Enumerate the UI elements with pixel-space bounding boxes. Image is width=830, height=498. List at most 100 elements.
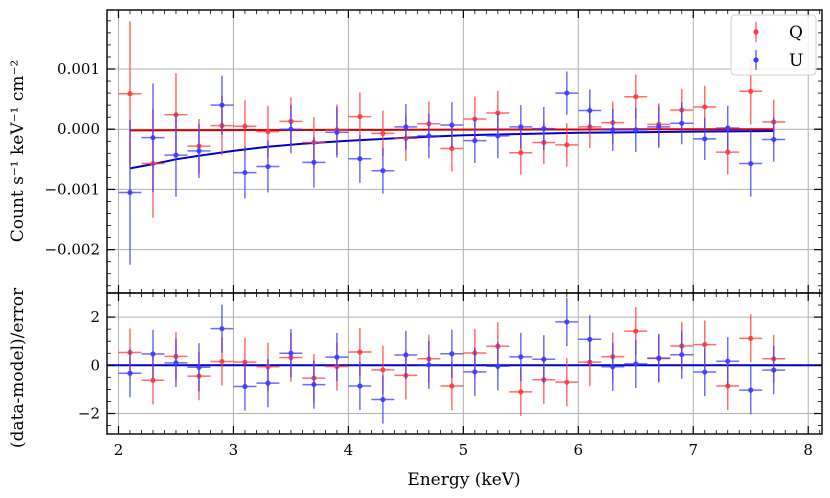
- q-marker-0: [127, 91, 133, 97]
- u-marker-15: [472, 138, 478, 144]
- resid-u-point-10: [348, 361, 372, 411]
- u-point-13: [417, 113, 441, 159]
- u-marker-4: [219, 102, 225, 108]
- resid-u-point-24: [670, 330, 694, 379]
- resid-u-marker-11: [380, 396, 386, 403]
- top-y-tick-label-3: 0.001: [57, 60, 100, 78]
- resid-u-point-18: [532, 335, 556, 384]
- q-marker-17: [518, 150, 524, 156]
- q-marker-11: [380, 130, 386, 137]
- u-marker-25: [702, 136, 708, 142]
- resid-u-marker-9: [334, 354, 340, 360]
- u-marker-22: [633, 127, 639, 133]
- u-marker-10: [357, 156, 363, 162]
- u-point-21: [601, 108, 625, 151]
- q-marker-16: [495, 110, 501, 116]
- resid-u-point-2: [164, 338, 188, 387]
- top-models: [129, 128, 774, 170]
- u-point-10: [348, 134, 372, 183]
- top-grid: [107, 10, 822, 293]
- resid-q-point-10: [348, 327, 372, 377]
- resid-q-marker-22: [633, 328, 639, 334]
- top-y-tick-label-1: −0.001: [44, 180, 100, 198]
- resid-u-point-22: [624, 339, 648, 388]
- u-marker-14: [449, 122, 455, 128]
- bot-x-tick-label-1: 3: [229, 441, 239, 459]
- bottom-panel: 2 3 4 5 6 7 8 −2 0 2 (data-model)/error Energy (k…: [8, 287, 823, 490]
- q-marker-19: [564, 142, 570, 148]
- resid-u-marker-22: [633, 361, 639, 367]
- resid-u-point-15: [463, 347, 487, 396]
- resid-u-marker-19: [564, 319, 570, 325]
- resid-u-marker-13: [426, 362, 432, 368]
- u-marker-0: [127, 189, 133, 196]
- u-marker-12: [403, 124, 409, 130]
- bot-y-tick-label-2: 2: [90, 308, 100, 326]
- u-marker-8: [311, 159, 317, 165]
- resid-u-marker-10: [357, 383, 363, 389]
- bot-x-tick-label-4: 6: [574, 441, 584, 459]
- resid-u-point-16: [486, 342, 510, 391]
- resid-u-point-13: [417, 340, 441, 389]
- resid-u-marker-26: [725, 358, 731, 364]
- resid-q-marker-5: [242, 359, 248, 365]
- legend: QU: [730, 14, 817, 76]
- legend-box: [730, 14, 817, 76]
- bot-y-tick-label-1: 0: [90, 356, 100, 374]
- resid-q-marker-4: [219, 358, 225, 365]
- top-y-tick-label-0: −0.002: [44, 241, 100, 259]
- q-point-19: [555, 123, 579, 167]
- top-y-axis-label: Count s⁻¹ keV⁻¹ cm⁻²: [8, 60, 28, 243]
- u-marker-13: [426, 133, 432, 139]
- u-point-16: [486, 113, 510, 159]
- u-point-5: [233, 146, 257, 199]
- bot-x-tick-label-0: 2: [114, 441, 124, 459]
- resid-u-marker-25: [702, 369, 708, 375]
- resid-q-marker-14: [449, 383, 455, 389]
- u-point-11: [371, 147, 395, 194]
- resid-u-marker-12: [403, 352, 409, 358]
- model-curve-0: [129, 128, 774, 132]
- u-point-20: [578, 89, 602, 132]
- resid-u-point-28: [762, 346, 786, 395]
- u-point-2: [164, 113, 188, 197]
- u-point-23: [647, 105, 671, 148]
- u-marker-2: [173, 152, 179, 158]
- u-marker-18: [541, 126, 547, 132]
- u-point-26: [716, 105, 740, 151]
- resid-u-marker-20: [587, 336, 593, 342]
- bot-x-tick-label-2: 4: [344, 441, 354, 459]
- u-marker-17: [518, 124, 524, 130]
- legend-u: U: [753, 50, 803, 71]
- u-point-15: [463, 118, 487, 163]
- resid-u-marker-16: [495, 363, 501, 369]
- resid-q-marker-19: [564, 379, 570, 385]
- bottom-axes: 2 3 4 5 6 7 8 −2 0 2: [78, 292, 823, 459]
- resid-u-marker-8: [311, 381, 317, 388]
- q-marker-5: [242, 123, 248, 129]
- resid-u-marker-3: [196, 364, 202, 370]
- u-marker-5: [242, 169, 248, 176]
- resid-u-point-3: [187, 343, 211, 392]
- top-frame: [106, 9, 823, 294]
- legend-q-marker: [753, 29, 759, 35]
- model-curve-1: [129, 130, 774, 170]
- u-point-17: [509, 105, 533, 149]
- bottom-points: [118, 297, 786, 424]
- resid-u-marker-2: [173, 360, 179, 366]
- resid-u-point-14: [440, 329, 464, 378]
- bottom-grid: [107, 293, 822, 434]
- x-axis-label: Energy (keV): [407, 470, 520, 490]
- u-point-8: [302, 137, 326, 188]
- bot-frame: [106, 292, 823, 435]
- u-marker-1: [150, 135, 156, 141]
- u-point-4: [210, 75, 234, 135]
- resid-u-marker-1: [150, 351, 156, 357]
- resid-q-marker-11: [380, 367, 386, 373]
- resid-u-point-12: [394, 330, 418, 380]
- u-marker-19: [564, 90, 570, 96]
- resid-u-point-11: [371, 375, 395, 424]
- resid-u-point-23: [647, 333, 671, 383]
- u-point-22: [624, 107, 648, 153]
- u-marker-28: [771, 136, 777, 143]
